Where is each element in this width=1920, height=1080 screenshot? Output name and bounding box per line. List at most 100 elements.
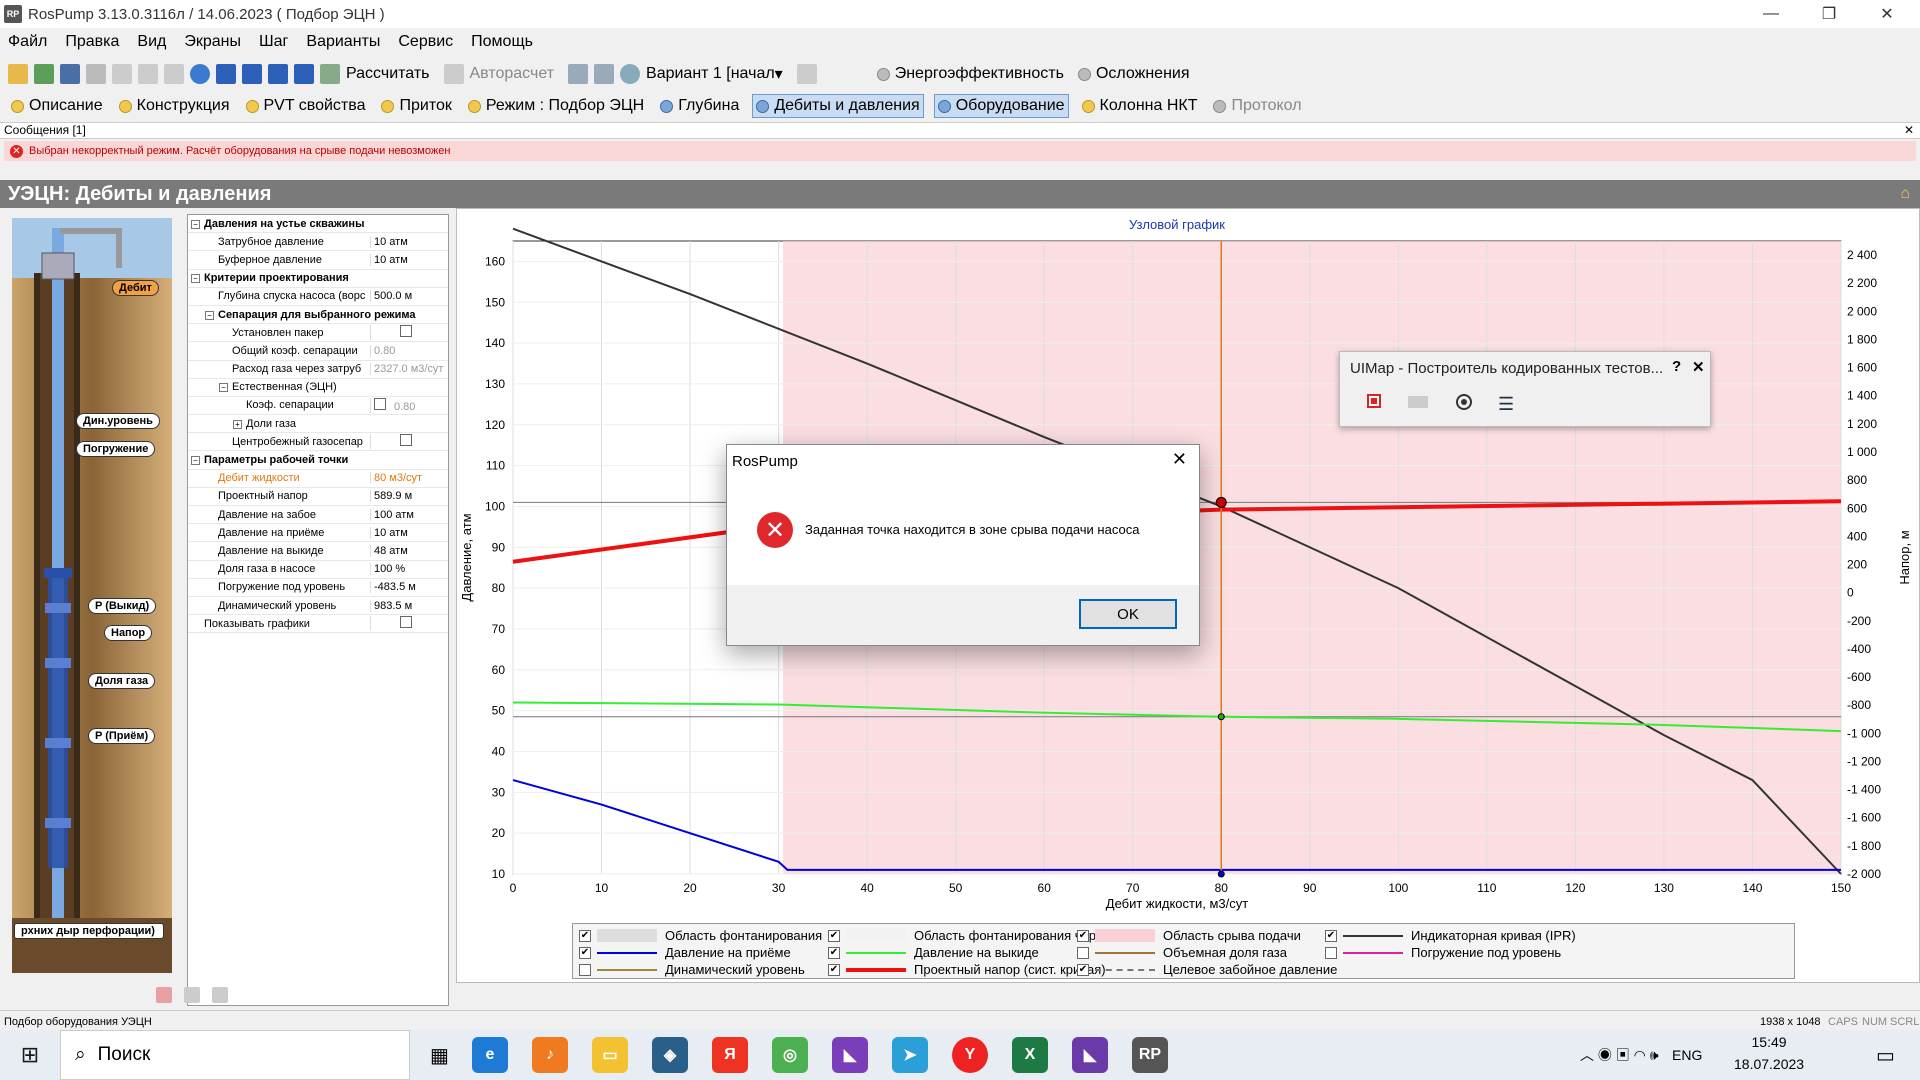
prev-step-icon[interactable] bbox=[242, 64, 262, 84]
menu-item[interactable]: Файл bbox=[8, 33, 48, 50]
clock[interactable]: 15:49 18.07.2023 bbox=[1734, 1034, 1804, 1072]
cut-icon[interactable] bbox=[86, 64, 106, 84]
property-row[interactable]: − Естественная (ЭЦН) bbox=[188, 379, 448, 397]
property-row[interactable]: Проектный напор 589.9 м bbox=[188, 488, 448, 506]
legend-checkbox[interactable] bbox=[1325, 946, 1337, 959]
well-label[interactable]: Погружение bbox=[76, 441, 156, 457]
nav-item[interactable]: PVT свойства bbox=[243, 94, 369, 118]
well-label[interactable]: рхних дыр перфорации) bbox=[14, 923, 164, 939]
menu-item[interactable]: Экраны bbox=[184, 33, 241, 50]
calculate-button[interactable]: Рассчитать bbox=[320, 64, 430, 84]
legend-item[interactable]: Объемная доля газа bbox=[1077, 944, 1287, 961]
nav-item[interactable]: Описание bbox=[8, 94, 106, 118]
property-row[interactable]: Центробежный газосепар bbox=[188, 433, 448, 452]
home-icon[interactable]: ⌂ bbox=[1900, 185, 1910, 202]
property-row[interactable]: Глубина спуска насоса (ворс 500.0 м bbox=[188, 288, 448, 306]
yandex-browser-icon[interactable]: Y bbox=[952, 1037, 988, 1073]
app-icon[interactable]: ◈ bbox=[652, 1037, 688, 1073]
chrome-icon[interactable]: ◎ bbox=[772, 1037, 808, 1073]
well-label[interactable]: Доля газа bbox=[88, 673, 156, 689]
nav-item[interactable]: Режим : Подбор ЭЦН bbox=[465, 94, 647, 118]
property-value[interactable]: 10 атм bbox=[374, 235, 408, 248]
nav-item[interactable]: Оборудование bbox=[933, 94, 1069, 118]
property-row[interactable]: Динамический уровень 983.5 м bbox=[188, 597, 448, 616]
record-icon[interactable] bbox=[1367, 394, 1381, 408]
edge-icon[interactable]: e bbox=[472, 1037, 508, 1073]
property-value[interactable]: 10 атм bbox=[374, 526, 408, 539]
complications-button[interactable]: Осложнения bbox=[1077, 65, 1190, 83]
property-checkbox[interactable] bbox=[374, 397, 386, 410]
property-value[interactable]: 500.0 м bbox=[374, 290, 413, 303]
copy-icon[interactable] bbox=[112, 64, 132, 84]
music-icon[interactable]: ♪ bbox=[532, 1037, 568, 1073]
property-checkbox[interactable] bbox=[400, 616, 412, 629]
property-row[interactable]: Доля газа в насосе 100 % bbox=[188, 561, 448, 579]
property-value[interactable]: 589.9 м bbox=[374, 490, 413, 503]
property-row[interactable]: Показывать графики bbox=[188, 615, 448, 634]
next-step-icon[interactable] bbox=[268, 64, 288, 84]
legend-checkbox[interactable]: ✔ bbox=[828, 946, 840, 959]
dialog-close-button[interactable]: ✕ bbox=[1171, 449, 1187, 469]
uimap-close-button[interactable]: ✕ bbox=[1692, 359, 1705, 376]
pause-icon[interactable] bbox=[1408, 396, 1428, 408]
energy-efficiency-button[interactable]: Энергоэффективность bbox=[876, 65, 1064, 83]
task-view-icon[interactable]: ▦ bbox=[430, 1044, 449, 1067]
well-label[interactable]: Дебит bbox=[112, 280, 159, 296]
paste-icon[interactable] bbox=[138, 64, 158, 84]
legend-item[interactable]: Погружение под уровень bbox=[1325, 944, 1561, 961]
legend-checkbox[interactable]: ✔ bbox=[828, 963, 840, 976]
nav-item[interactable]: Дебиты и давления bbox=[752, 94, 924, 118]
nav-item[interactable]: Приток bbox=[378, 94, 454, 118]
variant-selector[interactable]: Вариант 1 [начал ▾ bbox=[620, 64, 783, 84]
property-value[interactable]: 100 атм bbox=[374, 508, 414, 521]
legend-item[interactable]: Динамический уровень bbox=[579, 961, 805, 978]
excel-icon[interactable]: X bbox=[1012, 1037, 1048, 1073]
visual-studio-icon[interactable]: ◣ bbox=[832, 1037, 868, 1073]
legend-checkbox[interactable]: ✔ bbox=[1077, 963, 1089, 976]
close-window-button[interactable]: ✕ bbox=[1880, 6, 1894, 23]
property-row[interactable]: Затрубное давление 10 атм bbox=[188, 233, 448, 252]
save-icon[interactable] bbox=[60, 64, 80, 84]
property-row[interactable]: Дебит жидкости 80 м3/сут bbox=[188, 470, 448, 488]
network-icon[interactable] bbox=[568, 64, 589, 84]
property-value[interactable]: 0.80 bbox=[394, 400, 416, 413]
property-checkbox[interactable] bbox=[400, 434, 412, 447]
property-value[interactable]: 80 м3/сут bbox=[374, 472, 423, 485]
legend-checkbox[interactable]: ✔ bbox=[579, 946, 591, 959]
expand-toggle-icon[interactable]: − bbox=[191, 219, 200, 229]
legend-checkbox[interactable]: ✔ bbox=[828, 929, 840, 942]
property-row[interactable]: − Сепарация для выбранного режима bbox=[188, 306, 448, 325]
maximize-button[interactable]: ❐ bbox=[1821, 6, 1837, 23]
property-value[interactable]: 983.5 м bbox=[374, 599, 413, 612]
help-icon[interactable] bbox=[190, 64, 210, 84]
legend-checkbox[interactable] bbox=[579, 963, 591, 976]
autocalc-button[interactable]: Авторасчет bbox=[443, 64, 554, 84]
legend-checkbox[interactable]: ✔ bbox=[579, 929, 591, 942]
property-value[interactable]: 10 атм bbox=[374, 253, 408, 266]
property-row[interactable]: Коэф. сепарации 0.80 bbox=[188, 397, 448, 416]
property-row[interactable]: Давление на забое 100 атм bbox=[188, 506, 448, 525]
property-row[interactable]: Погружение под уровень -483.5 м bbox=[188, 579, 448, 597]
variant-menu-icon[interactable] bbox=[796, 64, 817, 84]
export-icon[interactable] bbox=[34, 64, 54, 84]
legend-checkbox[interactable] bbox=[1077, 946, 1089, 959]
property-value[interactable]: 100 % bbox=[374, 563, 406, 576]
start-icon[interactable]: ⊞ bbox=[20, 1042, 40, 1067]
undo-icon[interactable] bbox=[164, 64, 184, 84]
property-value[interactable]: 2327.0 м3/сут bbox=[374, 363, 444, 376]
legend-item[interactable]: ✔ Индикаторная кривая (IPR) bbox=[1325, 927, 1576, 944]
well-label[interactable]: Дин.уровень bbox=[76, 413, 160, 429]
well-label[interactable]: Напор bbox=[104, 625, 153, 641]
expand-toggle-icon[interactable]: − bbox=[191, 274, 200, 284]
report-icon[interactable] bbox=[156, 987, 172, 1003]
yandex-icon[interactable]: Я bbox=[712, 1037, 748, 1073]
target-icon[interactable] bbox=[1456, 394, 1472, 410]
property-row[interactable]: Расход газа через затруб 2327.0 м3/сут bbox=[188, 361, 448, 379]
ok-button[interactable]: OK bbox=[1079, 599, 1177, 629]
first-step-icon[interactable] bbox=[216, 64, 236, 84]
tray-icons[interactable]: ︿ ◉ ▣ ◠ 🕪 bbox=[1580, 1047, 1659, 1063]
property-row[interactable]: Давление на приёме 10 атм bbox=[188, 524, 448, 543]
nav-item[interactable]: Колонна НКТ bbox=[1079, 94, 1201, 118]
nav-item[interactable]: Глубина bbox=[657, 94, 742, 118]
property-value[interactable]: -483.5 м bbox=[374, 581, 416, 594]
